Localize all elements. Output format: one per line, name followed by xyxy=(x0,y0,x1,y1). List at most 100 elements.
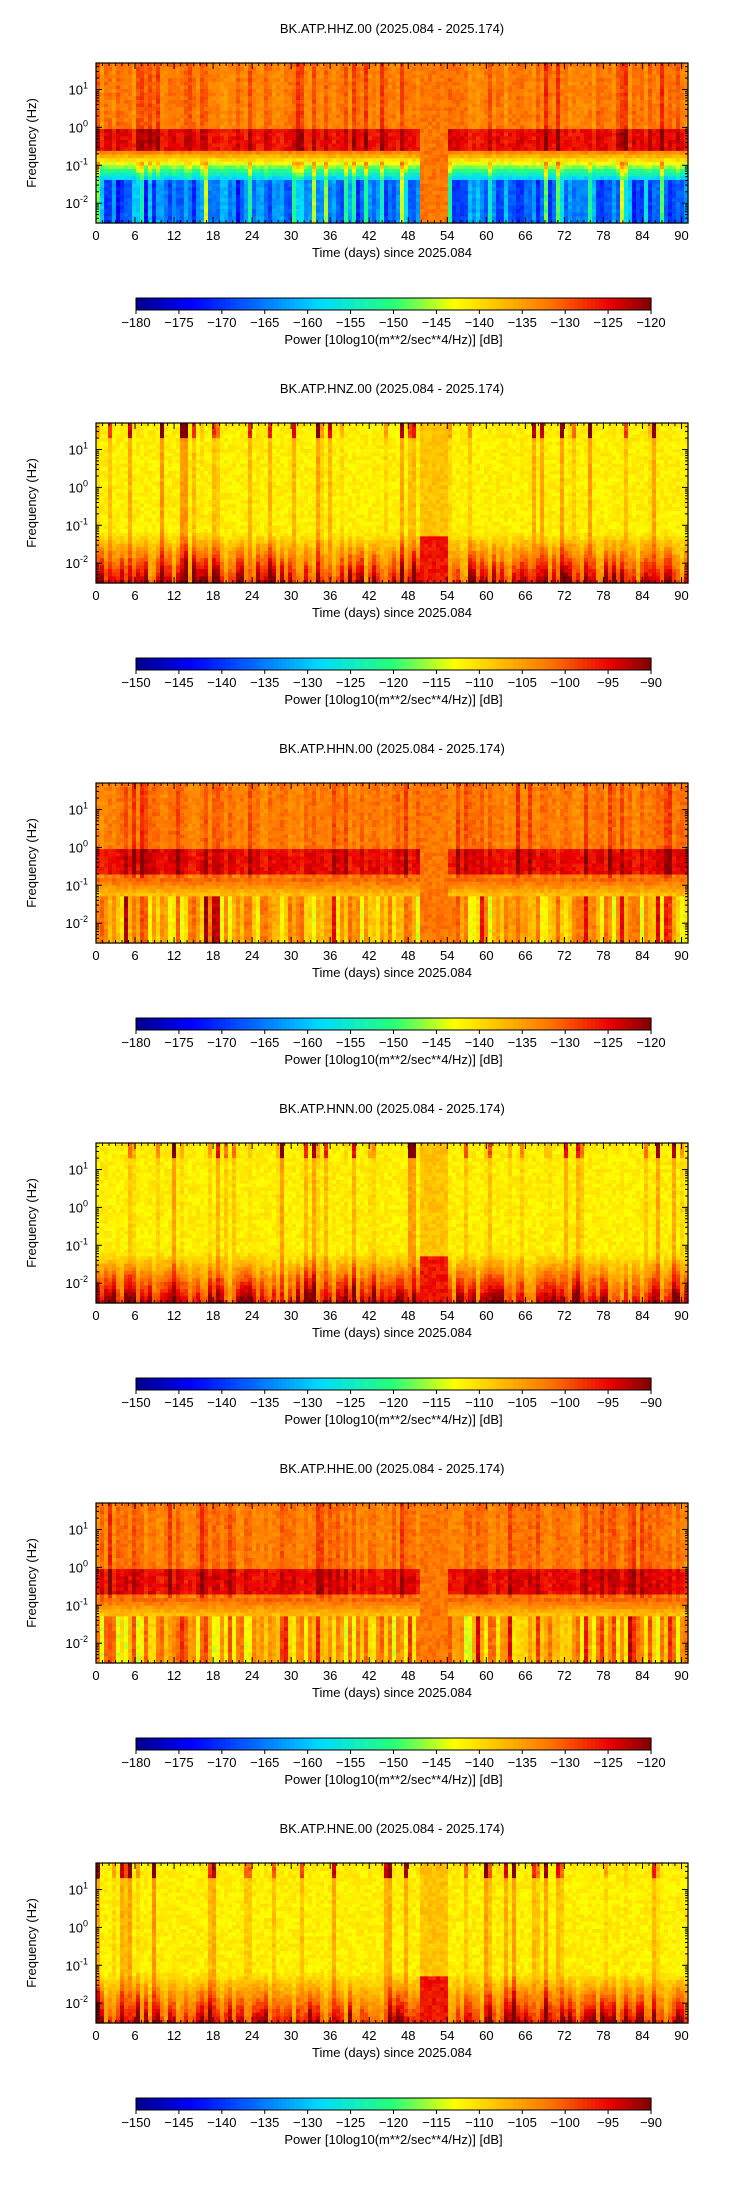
heatmap-cell xyxy=(192,186,197,191)
heatmap-cell xyxy=(168,193,173,199)
heatmap-cell xyxy=(388,88,393,93)
heatmap-cell xyxy=(384,103,389,108)
heatmap-cell xyxy=(396,103,401,108)
heatmap-cell xyxy=(532,63,537,68)
heatmap-cell xyxy=(488,190,493,195)
heatmap-cell xyxy=(504,143,509,148)
heatmap-cell xyxy=(536,77,541,82)
heatmap-cell xyxy=(96,179,101,184)
heatmap-cell xyxy=(472,157,477,162)
heatmap-cell xyxy=(440,208,445,213)
heatmap-cell xyxy=(116,73,121,79)
heatmap-cell xyxy=(484,179,489,184)
heatmap-cell xyxy=(464,77,469,82)
heatmap-cell xyxy=(228,81,233,86)
heatmap-cell xyxy=(216,135,221,140)
heatmap-cell xyxy=(148,128,153,133)
heatmap-cell xyxy=(284,132,289,137)
heatmap-cell xyxy=(488,110,493,115)
heatmap-cell xyxy=(196,95,201,100)
heatmap-cell xyxy=(200,146,205,151)
heatmap-cell xyxy=(476,88,481,93)
heatmap-cell xyxy=(180,150,185,155)
heatmap-cell xyxy=(152,168,157,173)
heatmap-cell xyxy=(292,193,297,199)
heatmap-cell xyxy=(544,193,549,199)
heatmap-cell xyxy=(156,99,161,104)
heatmap-cell xyxy=(200,219,205,224)
heatmap-cell xyxy=(140,150,145,155)
heatmap-cell xyxy=(256,161,261,166)
heatmap-cell xyxy=(348,121,353,126)
heatmap-cell xyxy=(496,168,501,173)
heatmap-cell xyxy=(520,201,525,206)
heatmap-cell xyxy=(96,143,101,148)
heatmap-cell xyxy=(292,110,297,115)
heatmap-cell xyxy=(152,95,157,100)
heatmap-cell xyxy=(416,161,421,166)
heatmap-cell xyxy=(336,84,341,90)
heatmap-cell xyxy=(220,121,225,126)
heatmap-cell xyxy=(424,201,429,206)
heatmap-cell xyxy=(532,186,537,191)
heatmap-cell xyxy=(292,186,297,191)
heatmap-cell xyxy=(112,215,117,220)
heatmap-cell xyxy=(516,70,521,75)
heatmap-cell xyxy=(148,99,153,104)
heatmap-cell xyxy=(96,84,101,90)
heatmap-cell xyxy=(352,92,357,97)
heatmap-cell xyxy=(172,70,177,75)
heatmap-cell xyxy=(492,204,497,210)
heatmap-cell xyxy=(272,124,277,130)
heatmap-cell xyxy=(208,193,213,199)
heatmap-cell xyxy=(480,132,485,137)
heatmap-cell xyxy=(512,161,517,166)
heatmap-cell xyxy=(432,157,437,162)
heatmap-cell xyxy=(528,172,533,177)
heatmap-cell xyxy=(380,215,385,220)
heatmap-cell xyxy=(124,157,129,162)
heatmap-cell xyxy=(348,201,353,206)
heatmap-cell xyxy=(140,81,145,86)
heatmap-cell xyxy=(476,193,481,199)
heatmap-cell xyxy=(276,179,281,184)
heatmap-cell xyxy=(112,117,117,122)
heatmap-cell xyxy=(260,73,265,79)
heatmap-cell xyxy=(284,175,289,180)
heatmap-cell xyxy=(536,103,541,108)
heatmap-cell xyxy=(480,63,485,68)
heatmap-cell xyxy=(108,103,113,108)
heatmap-cell xyxy=(328,92,333,97)
heatmap-cell xyxy=(516,168,521,173)
heatmap-cell xyxy=(192,113,197,119)
heatmap-cell xyxy=(296,106,301,111)
heatmap-cell xyxy=(268,88,273,93)
heatmap-cell xyxy=(428,132,433,137)
heatmap-cell xyxy=(208,99,213,104)
heatmap-cell xyxy=(388,117,393,122)
heatmap-cell xyxy=(428,212,433,217)
heatmap-cell xyxy=(388,212,393,217)
heatmap-cell xyxy=(504,190,509,195)
heatmap-cell xyxy=(380,193,385,199)
heatmap-cell xyxy=(540,208,545,213)
heatmap-cell xyxy=(240,121,245,126)
heatmap-cell xyxy=(164,204,169,210)
heatmap-cell xyxy=(540,128,545,133)
heatmap-cell xyxy=(224,161,229,166)
heatmap-cell xyxy=(372,146,377,151)
heatmap-cell xyxy=(448,168,453,173)
heatmap-cell xyxy=(232,95,237,100)
heatmap-cell xyxy=(124,106,129,111)
heatmap-cell xyxy=(380,204,385,210)
heatmap-cell xyxy=(172,190,177,195)
heatmap-cell xyxy=(340,186,345,191)
heatmap-cell xyxy=(468,63,473,68)
heatmap-cell xyxy=(440,117,445,122)
heatmap-cell xyxy=(132,179,137,184)
heatmap-cell xyxy=(172,164,177,170)
heatmap-cell xyxy=(536,183,541,188)
heatmap-cell xyxy=(164,132,169,137)
heatmap-cell xyxy=(524,92,529,97)
heatmap-cell xyxy=(432,172,437,177)
